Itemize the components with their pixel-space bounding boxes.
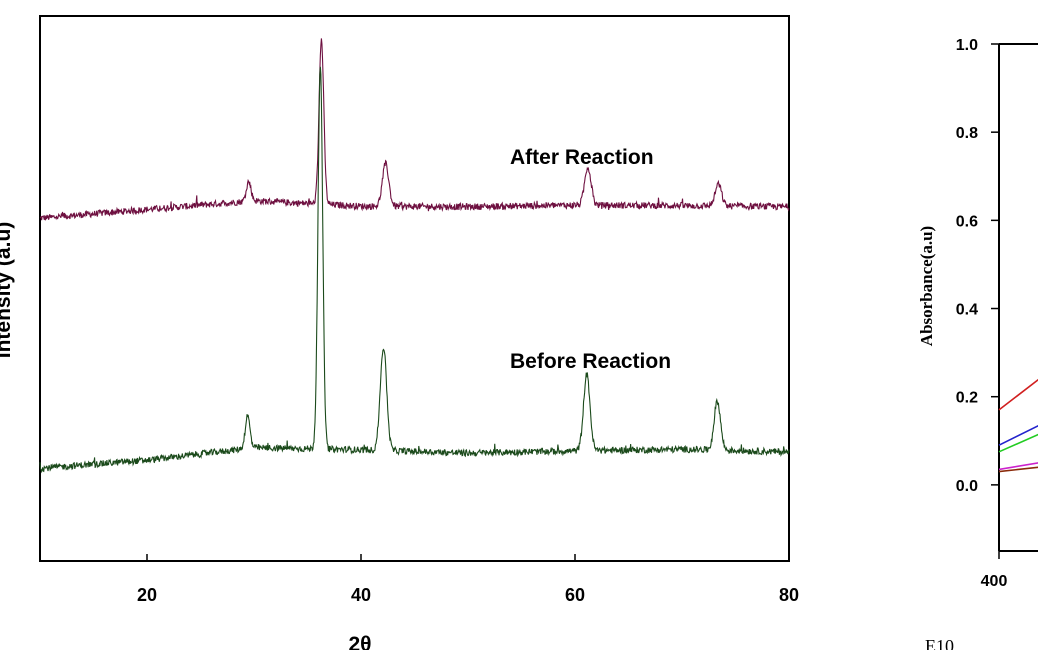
xrd-x-ticks: 20 40 60 80: [137, 554, 799, 605]
xrd-x-tick-label: 80: [779, 585, 799, 605]
abs-y-tick-label: 0.8: [956, 125, 978, 142]
xrd-x-tick-label: 60: [565, 585, 585, 605]
abs-series-line-3: [998, 433, 1038, 453]
xrd-series-after-reaction-line: [39, 38, 790, 221]
annotation-after-reaction: After Reaction: [510, 146, 654, 169]
absorbance-chart: 1.0 0.8 0.6 0.4 0.2 0.0 400 Absorbance(a.u) E…: [917, 37, 1038, 650]
abs-y-tick-label: 0.0: [956, 478, 978, 495]
abs-y-axis-title: Absorbance(a.u): [917, 226, 936, 346]
abs-y-ticks: 1.0 0.8 0.6 0.4 0.2 0.0: [956, 37, 1000, 559]
xrd-x-tick-label: 20: [137, 585, 157, 605]
xrd-chart: 20 40 60 80 After Reaction Before Reaction …: [0, 15, 799, 650]
xrd-series-before-reaction-line: [39, 66, 790, 474]
xrd-series-group: [39, 38, 790, 474]
abs-y-tick-label: 0.2: [956, 390, 978, 407]
abs-series-line-2: [998, 425, 1038, 446]
abs-x-tick-label-first: 400: [981, 573, 1008, 590]
xrd-plot-frame: [39, 15, 790, 562]
xrd-x-tick-label: 40: [351, 585, 371, 605]
abs-series-line-1: [998, 378, 1038, 411]
abs-y-tick-label: 0.4: [956, 302, 978, 319]
abs-y-tick-label: 1.0: [956, 37, 978, 54]
abs-series-line-5: [998, 466, 1038, 473]
xrd-x-axis-title: 2θ: [348, 633, 371, 650]
annotation-before-reaction: Before Reaction: [510, 350, 671, 373]
abs-bottom-label: E10: [925, 636, 954, 650]
xrd-y-axis-title: Intensity (a.u): [0, 222, 15, 359]
abs-series-line-4: [998, 462, 1038, 471]
abs-y-tick-label: 0.6: [956, 213, 978, 230]
abs-series-group: [998, 378, 1038, 473]
